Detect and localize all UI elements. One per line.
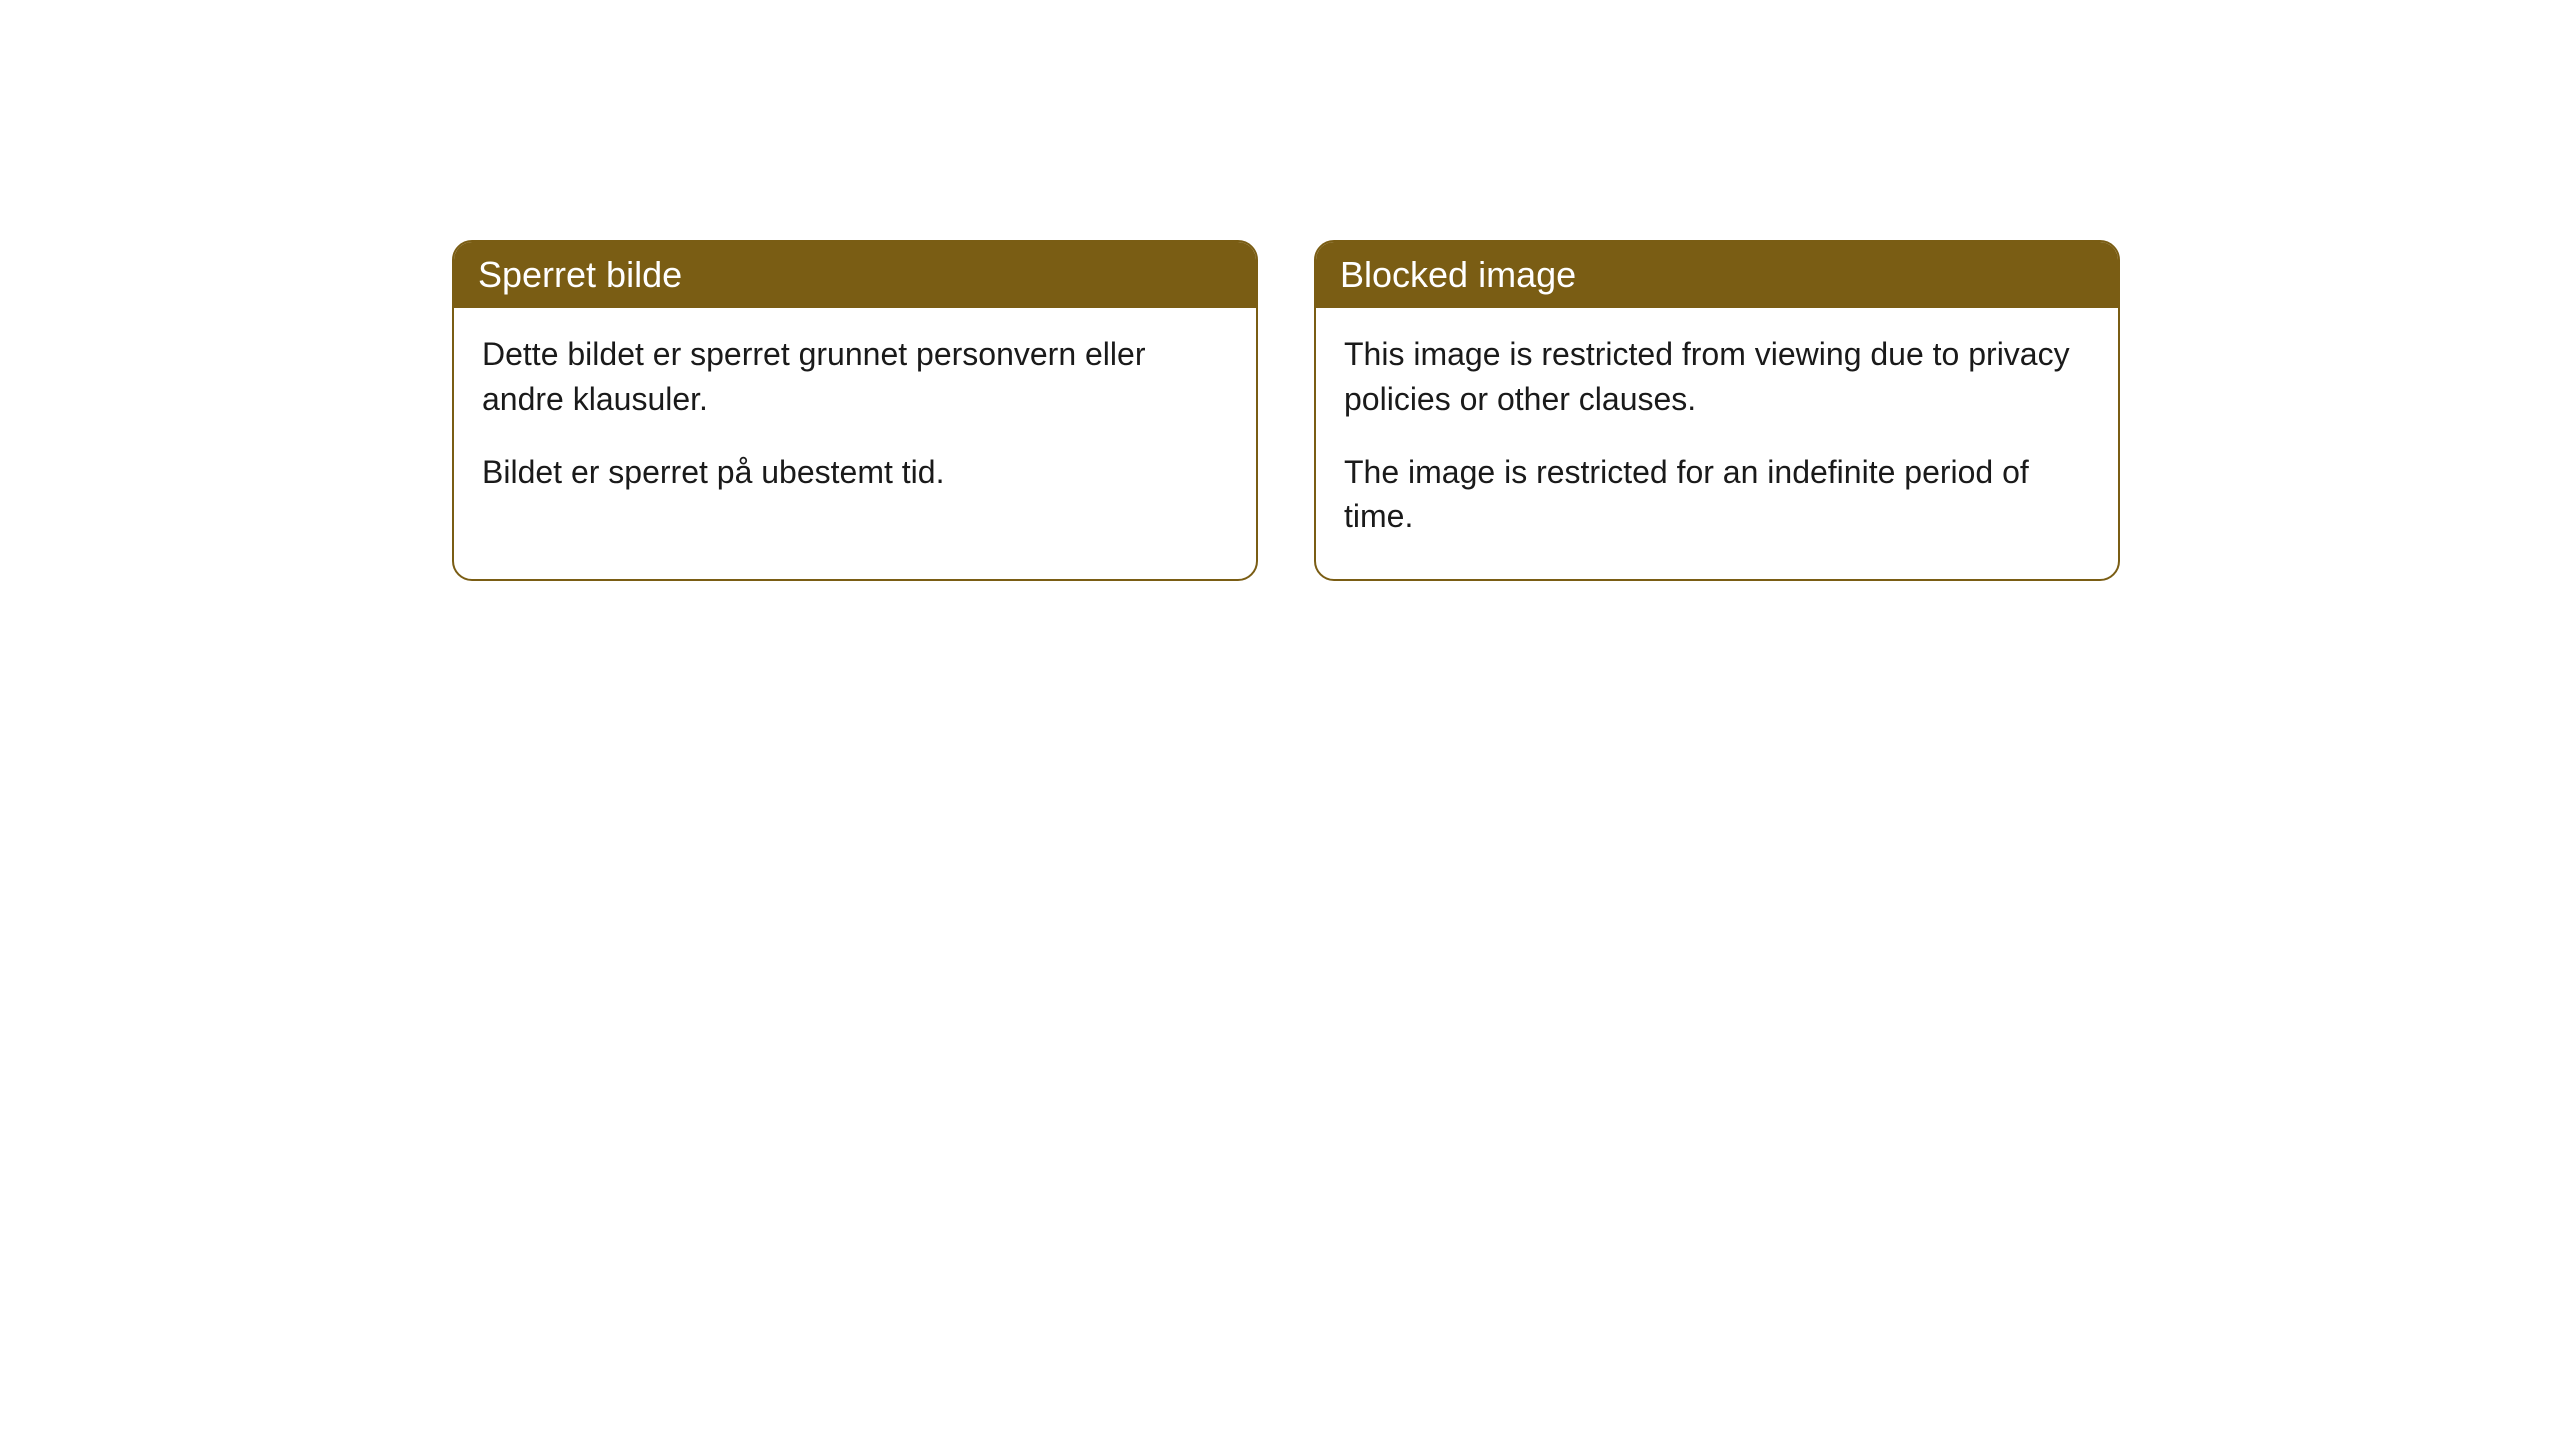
card-title: Blocked image	[1340, 254, 1576, 295]
card-body-english: This image is restricted from viewing du…	[1316, 308, 2118, 579]
card-paragraph: Dette bildet er sperret grunnet personve…	[482, 332, 1228, 422]
blocked-image-card-norwegian: Sperret bilde Dette bildet er sperret gr…	[452, 240, 1258, 581]
card-paragraph: The image is restricted for an indefinit…	[1344, 450, 2090, 540]
blocked-image-card-english: Blocked image This image is restricted f…	[1314, 240, 2120, 581]
card-paragraph: Bildet er sperret på ubestemt tid.	[482, 450, 1228, 495]
card-header-norwegian: Sperret bilde	[454, 242, 1256, 308]
card-body-norwegian: Dette bildet er sperret grunnet personve…	[454, 308, 1256, 534]
card-header-english: Blocked image	[1316, 242, 2118, 308]
card-paragraph: This image is restricted from viewing du…	[1344, 332, 2090, 422]
card-title: Sperret bilde	[478, 254, 682, 295]
notice-cards-container: Sperret bilde Dette bildet er sperret gr…	[452, 240, 2560, 581]
